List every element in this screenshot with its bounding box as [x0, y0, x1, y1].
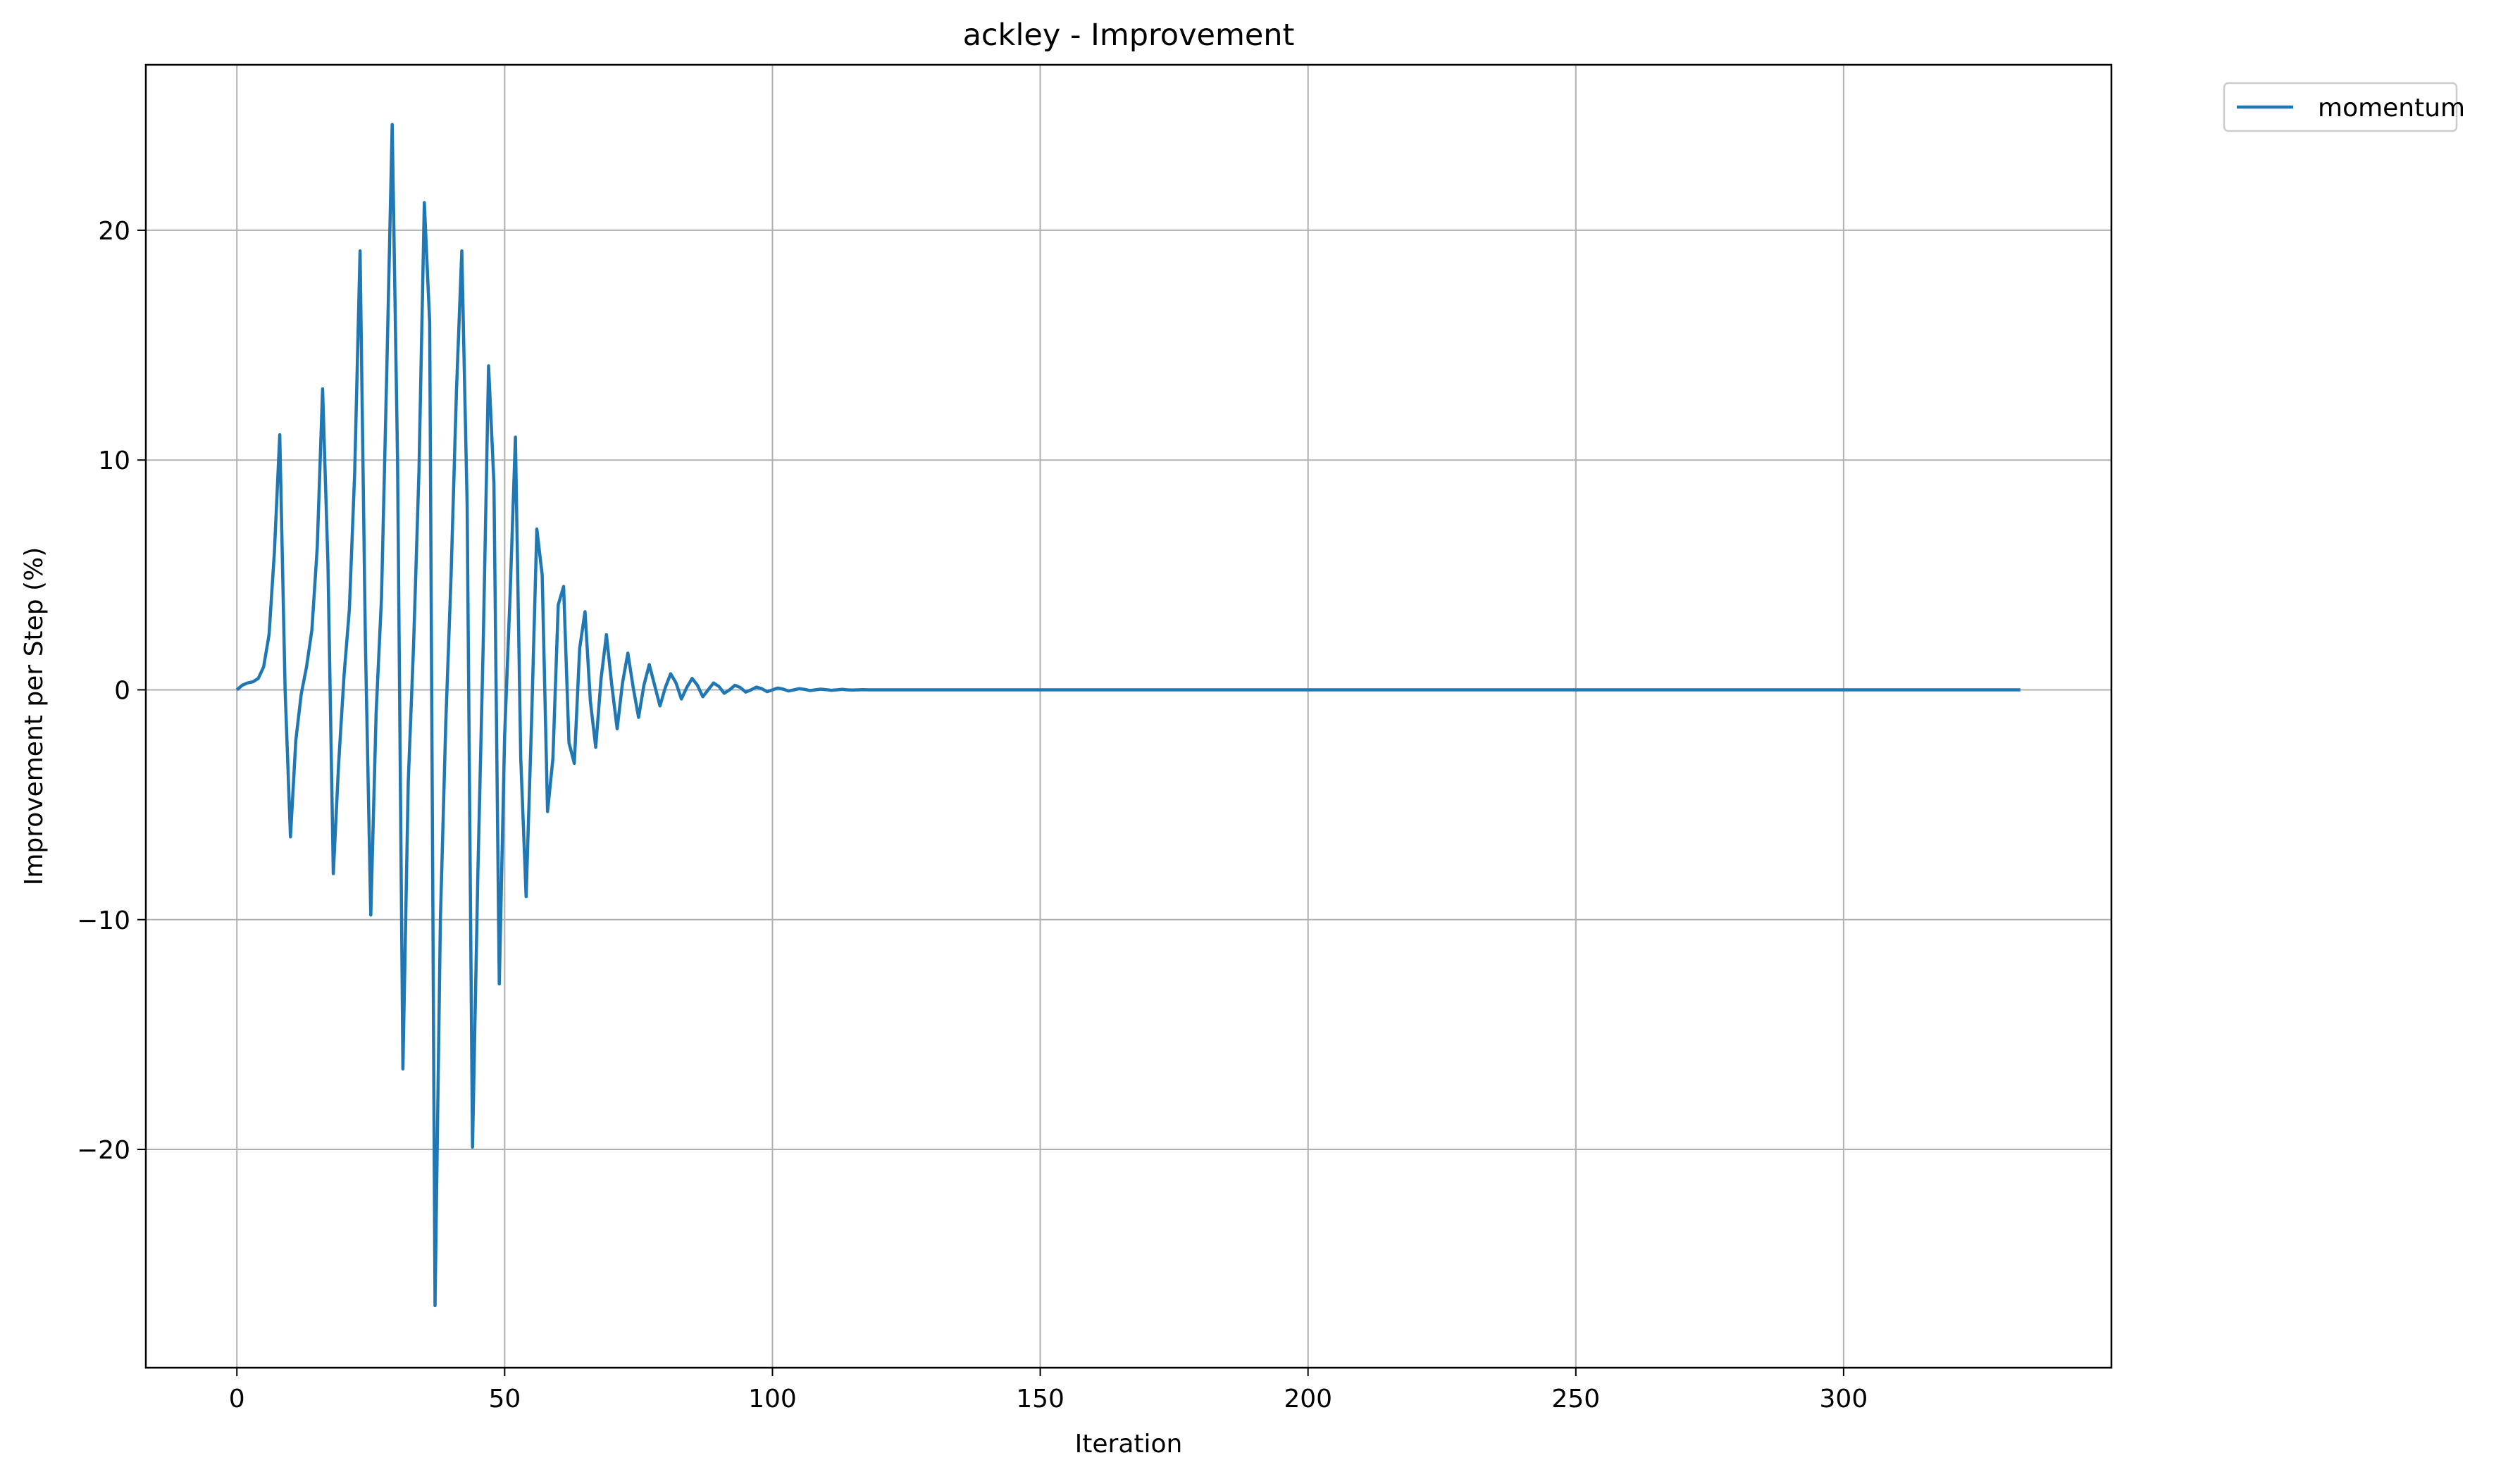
plot-frame [144, 63, 2113, 1369]
axis-ticks: 0 50 100 150 200 250 300 −20 −10 0 10 20 [77, 217, 1868, 1414]
y-axis-label: Improvement per Step (%) [20, 547, 49, 886]
legend-label-momentum: momentum [2318, 94, 2465, 123]
chart-title: ackley - Improvement [963, 18, 1295, 53]
x-tick-label: 300 [1820, 1385, 1868, 1414]
y-tick-label: 0 [114, 676, 130, 705]
x-tick-label: 250 [1551, 1385, 1600, 1414]
y-tick-label: 10 [98, 447, 130, 475]
series-line-momentum [235, 123, 2021, 1308]
series-layer [235, 123, 2021, 1308]
y-tick-label: −20 [77, 1136, 130, 1165]
grid-lines [146, 65, 2111, 1368]
legend-box [2223, 82, 2458, 132]
x-tick-label: 50 [488, 1385, 521, 1414]
x-tick-label: 100 [748, 1385, 797, 1414]
x-tick-label: 200 [1284, 1385, 1332, 1414]
y-tick-label: 20 [98, 217, 130, 246]
x-axis-label: Iteration [1075, 1430, 1183, 1459]
x-tick-label: 0 [229, 1385, 245, 1414]
legend: momentum [2223, 82, 2465, 132]
y-tick-label: −10 [77, 906, 130, 935]
x-tick-label: 150 [1016, 1385, 1065, 1414]
